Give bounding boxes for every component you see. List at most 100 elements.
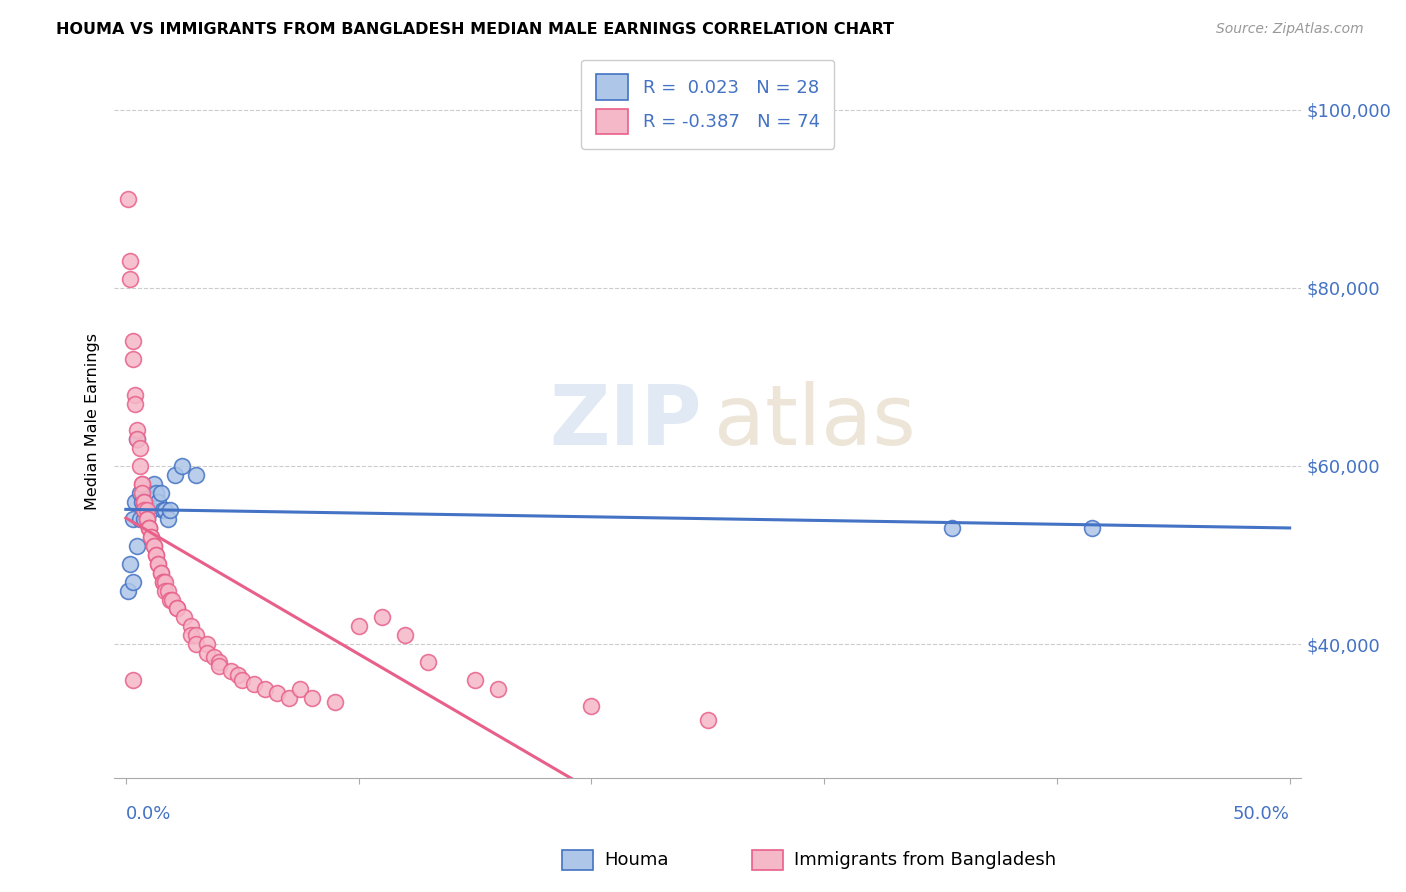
Point: [180, 628, 202, 642]
Point: [138, 521, 160, 535]
Point: [134, 503, 156, 517]
Point: [486, 681, 509, 696]
Point: [149, 485, 172, 500]
Point: [184, 628, 207, 642]
Point: [323, 695, 346, 709]
Point: [184, 637, 207, 651]
Point: [155, 583, 177, 598]
Point: [135, 503, 157, 517]
Point: [195, 646, 218, 660]
Point: [290, 681, 312, 696]
Text: ZIP: ZIP: [550, 381, 702, 462]
Point: [117, 583, 139, 598]
Text: HOUMA VS IMMIGRANTS FROM BANGLADESH MEDIAN MALE EARNINGS CORRELATION CHART: HOUMA VS IMMIGRANTS FROM BANGLADESH MEDI…: [56, 22, 894, 37]
Point: [208, 659, 231, 673]
Text: Houma: Houma: [605, 851, 669, 869]
Point: [128, 485, 150, 500]
Point: [128, 441, 150, 455]
Point: [135, 512, 157, 526]
Point: [148, 557, 170, 571]
Point: [141, 530, 163, 544]
Point: [121, 351, 143, 366]
Point: [124, 387, 146, 401]
Point: [141, 503, 163, 517]
Point: [156, 512, 179, 526]
Point: [184, 467, 207, 482]
Point: [135, 512, 157, 526]
Point: [120, 557, 142, 571]
Point: [124, 396, 146, 410]
Point: [166, 601, 188, 615]
Point: [135, 512, 157, 526]
Point: [162, 592, 184, 607]
Point: [127, 423, 149, 437]
Point: [418, 655, 440, 669]
Point: [117, 192, 139, 206]
Point: [127, 432, 149, 446]
Point: [124, 494, 146, 508]
Point: [134, 503, 156, 517]
Point: [152, 574, 174, 589]
Point: [142, 539, 165, 553]
Point: [127, 432, 149, 446]
Point: [134, 512, 156, 526]
Point: [159, 592, 181, 607]
Point: [128, 512, 150, 526]
Point: [696, 713, 718, 727]
Point: [131, 494, 153, 508]
Legend: R =  0.023   N = 28, R = -0.387   N = 74: R = 0.023 N = 28, R = -0.387 N = 74: [581, 60, 834, 149]
Text: 0.0%: 0.0%: [125, 805, 172, 823]
Point: [145, 548, 167, 562]
Point: [371, 610, 394, 624]
Point: [121, 512, 143, 526]
Point: [131, 485, 153, 500]
Point: [173, 610, 195, 624]
Point: [266, 686, 288, 700]
Point: [145, 485, 167, 500]
Y-axis label: Median Male Earnings: Median Male Earnings: [86, 333, 100, 510]
Point: [195, 637, 218, 651]
Point: [134, 494, 156, 508]
Point: [149, 566, 172, 580]
Point: [152, 574, 174, 589]
Point: [148, 557, 170, 571]
Point: [226, 668, 249, 682]
Point: [152, 503, 174, 517]
Point: [142, 476, 165, 491]
Point: [941, 521, 963, 535]
Point: [180, 619, 202, 633]
Point: [120, 272, 142, 286]
Point: [127, 539, 149, 553]
Point: [131, 476, 153, 491]
Point: [128, 458, 150, 473]
Point: [394, 628, 416, 642]
Point: [120, 254, 142, 268]
Point: [142, 539, 165, 553]
Point: [121, 334, 143, 348]
Text: atlas: atlas: [714, 381, 915, 462]
Point: [202, 650, 225, 665]
Point: [1081, 521, 1104, 535]
Point: [131, 476, 153, 491]
Point: [155, 503, 177, 517]
Point: [156, 583, 179, 598]
Point: [134, 494, 156, 508]
Point: [208, 655, 231, 669]
Point: [148, 494, 170, 508]
Point: [464, 673, 486, 687]
Point: [141, 530, 163, 544]
Point: [243, 677, 266, 691]
Point: [166, 601, 188, 615]
Point: [138, 521, 160, 535]
Point: [581, 699, 603, 714]
Point: [170, 458, 193, 473]
Point: [138, 485, 160, 500]
Point: [155, 574, 177, 589]
Point: [121, 574, 143, 589]
Point: [163, 467, 186, 482]
Point: [138, 521, 160, 535]
Text: Source: ZipAtlas.com: Source: ZipAtlas.com: [1216, 22, 1364, 37]
Text: Immigrants from Bangladesh: Immigrants from Bangladesh: [794, 851, 1056, 869]
Point: [254, 681, 277, 696]
Point: [301, 690, 323, 705]
